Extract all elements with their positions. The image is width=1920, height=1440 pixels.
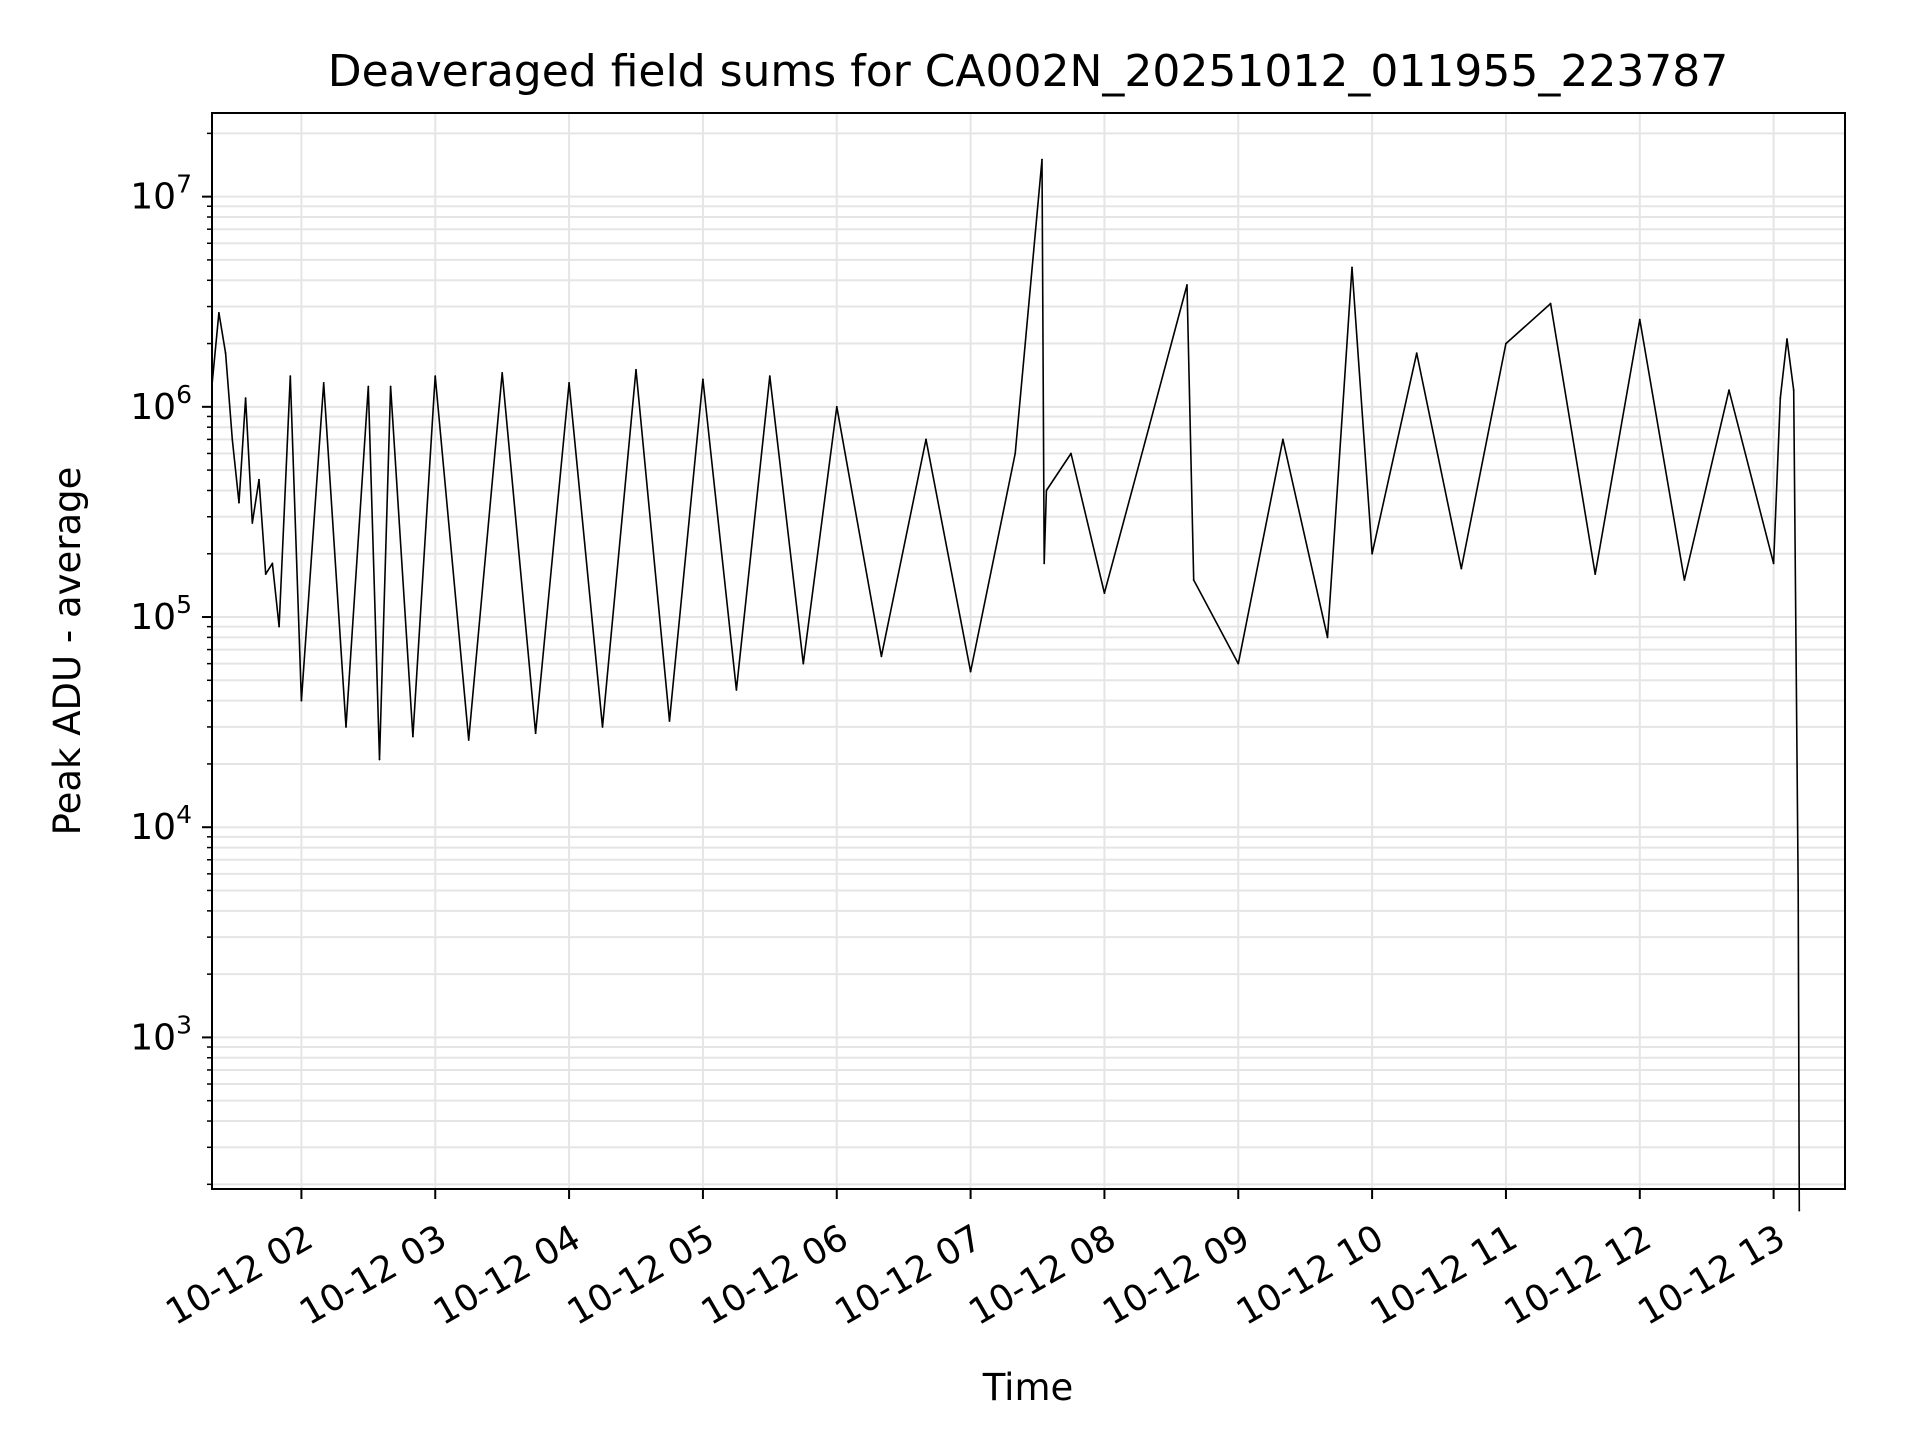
y-axis-ticks: 103 104 105 106 107 bbox=[130, 132, 212, 1186]
data-point bbox=[278, 625, 281, 628]
data-point bbox=[601, 726, 604, 728]
y-tick-label: 103 bbox=[130, 1010, 192, 1058]
data-point bbox=[1779, 397, 1782, 400]
x-axis-label: Time bbox=[982, 1366, 1074, 1409]
data-point bbox=[224, 352, 227, 355]
data-point bbox=[251, 522, 254, 524]
data-point bbox=[412, 735, 414, 738]
data-point bbox=[271, 562, 274, 565]
data-point bbox=[1505, 342, 1507, 345]
data-point bbox=[1460, 567, 1463, 570]
data-point bbox=[389, 385, 392, 388]
data-point bbox=[1415, 352, 1418, 355]
data-point bbox=[925, 438, 927, 441]
y-tick-label: 105 bbox=[130, 590, 192, 638]
data-point bbox=[880, 655, 883, 658]
data-point bbox=[668, 720, 671, 722]
data-point bbox=[345, 726, 347, 728]
series-layer bbox=[211, 158, 1801, 1212]
data-point bbox=[1772, 562, 1775, 565]
data-point bbox=[1041, 158, 1043, 161]
data-point bbox=[434, 375, 437, 378]
data-point bbox=[1045, 489, 1048, 492]
data-point bbox=[1014, 452, 1017, 455]
data-point bbox=[1103, 592, 1106, 594]
data-point bbox=[300, 699, 303, 702]
data-point bbox=[635, 368, 637, 371]
data-point bbox=[1281, 438, 1284, 441]
data-point bbox=[378, 758, 381, 761]
data-point bbox=[1786, 338, 1788, 341]
data-point bbox=[568, 381, 570, 384]
chart-title: Deaveraged field sums for CA002N_2025101… bbox=[328, 46, 1729, 97]
y-tick-label: 107 bbox=[130, 170, 192, 218]
data-point bbox=[1192, 579, 1195, 581]
data-point bbox=[534, 732, 537, 735]
data-point bbox=[1070, 452, 1072, 455]
data-point bbox=[1549, 302, 1552, 305]
data-point bbox=[1326, 636, 1329, 639]
y-tick-label: 106 bbox=[130, 380, 192, 428]
plot-frame bbox=[211, 112, 1846, 1190]
data-point bbox=[1351, 266, 1353, 269]
data-point bbox=[367, 385, 370, 388]
data-point bbox=[467, 739, 470, 741]
grid-lines bbox=[212, 113, 1845, 1189]
data-point bbox=[1638, 318, 1641, 321]
data-point bbox=[217, 311, 220, 314]
data-point bbox=[1797, 889, 1800, 892]
data-point bbox=[969, 670, 972, 673]
data-point bbox=[231, 438, 234, 441]
data-point bbox=[802, 662, 805, 665]
data-point bbox=[1186, 284, 1188, 286]
data-point bbox=[1594, 573, 1597, 576]
data-point bbox=[1043, 562, 1046, 565]
data-point bbox=[1798, 1209, 1801, 1212]
data-point bbox=[264, 573, 267, 576]
data-point bbox=[702, 378, 704, 381]
data-point bbox=[1371, 552, 1374, 555]
y-axis-label: Peak ADU - average bbox=[46, 467, 89, 836]
data-point bbox=[1728, 389, 1730, 392]
data-point bbox=[1237, 662, 1240, 665]
data-point bbox=[289, 375, 292, 378]
data-point bbox=[238, 501, 240, 504]
y-tick-label: 104 bbox=[130, 800, 192, 848]
data-point bbox=[244, 397, 247, 400]
data-point bbox=[1148, 426, 1150, 429]
data-point bbox=[1792, 389, 1795, 392]
data-point bbox=[768, 375, 771, 378]
data-point bbox=[835, 405, 838, 408]
data-point bbox=[322, 381, 325, 384]
data-point bbox=[501, 372, 504, 374]
data-point bbox=[258, 478, 260, 481]
data-point bbox=[735, 689, 738, 691]
data-point bbox=[1683, 579, 1686, 581]
